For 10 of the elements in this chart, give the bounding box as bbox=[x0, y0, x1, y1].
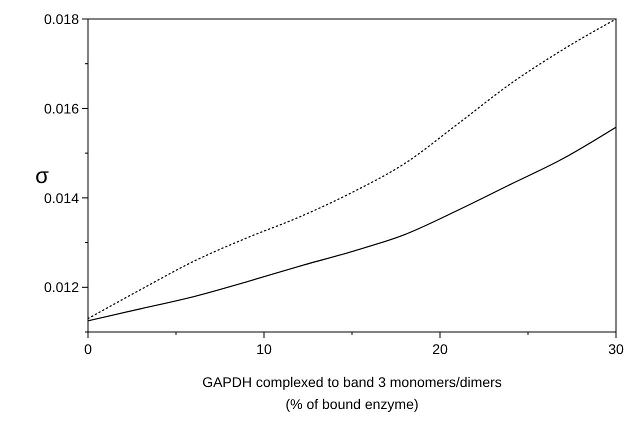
x-axis-title: GAPDH complexed to band 3 monomers/dimers (% of bound enzyme) bbox=[202, 374, 502, 412]
x-tick-label: 30 bbox=[608, 341, 624, 357]
y-tick-label: 0.014 bbox=[44, 190, 80, 206]
y-axis-title: σ bbox=[35, 163, 50, 188]
x-tick-label: 0 bbox=[84, 341, 92, 357]
y-tick-label: 0.016 bbox=[44, 100, 80, 116]
x-tick-label: 10 bbox=[256, 341, 272, 357]
y-tick-label: 0.018 bbox=[44, 10, 80, 27]
y-tick-label: 0.012 bbox=[44, 279, 80, 296]
x-tick-label: 20 bbox=[432, 341, 448, 357]
